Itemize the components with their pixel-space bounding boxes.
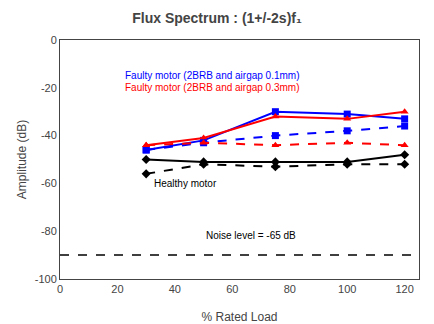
svg-text:Healthy motor: Healthy motor	[154, 178, 217, 189]
svg-text:% Rated Load: % Rated Load	[201, 310, 277, 324]
svg-text:0: 0	[57, 283, 63, 295]
svg-text:Faulty motor (2BRB and airgap: Faulty motor (2BRB and airgap 0.1mm)	[125, 70, 300, 81]
svg-text:20: 20	[111, 283, 123, 295]
svg-text:40: 40	[169, 283, 181, 295]
svg-text:-100: -100	[35, 273, 57, 285]
svg-text:Amplitude (dB): Amplitude (dB)	[15, 120, 29, 199]
svg-text:-20: -20	[41, 82, 57, 94]
svg-text:-60: -60	[41, 177, 57, 189]
svg-text:Faulty motor (2BRB and airgap: Faulty motor (2BRB and airgap 0.3mm)	[125, 82, 300, 93]
svg-text:-40: -40	[41, 129, 57, 141]
svg-text:100: 100	[338, 283, 356, 295]
svg-text:60: 60	[226, 283, 238, 295]
svg-text:-80: -80	[41, 225, 57, 237]
svg-text:120: 120	[395, 283, 413, 295]
svg-text:Flux Spectrum : (1+/-2s)f₁: Flux Spectrum : (1+/-2s)f₁	[132, 10, 302, 26]
svg-text:80: 80	[284, 283, 296, 295]
svg-text:Noise level = -65 dB: Noise level = -65 dB	[206, 230, 296, 241]
svg-text:0: 0	[51, 34, 57, 46]
